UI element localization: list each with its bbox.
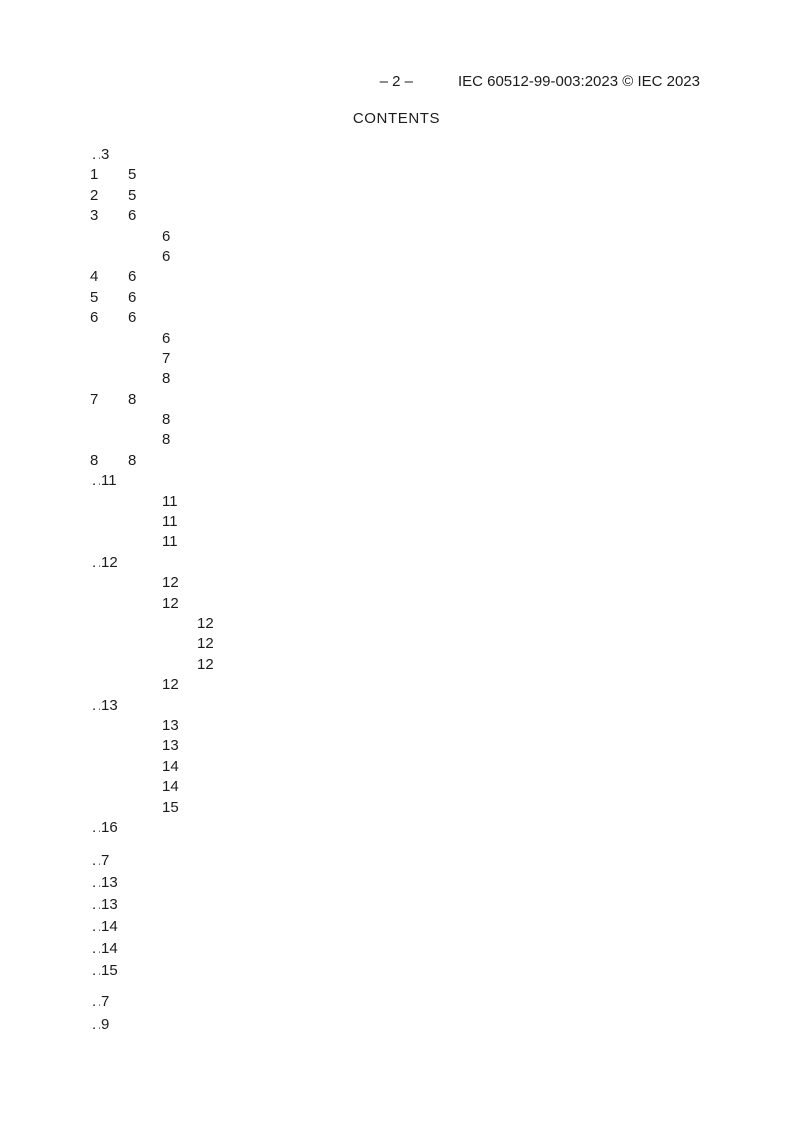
toc-entry: Annex C (informative) Development of the… xyxy=(90,695,793,1122)
toc-table-entry: Table 1 – Remote powering test requireme… xyxy=(90,990,793,1122)
toc-entry: Bibliography16 xyxy=(90,817,793,1122)
toc-entry: 1Scope5 xyxy=(90,165,793,1122)
toc-entry: 8Test and test schedule – Test group UEL… xyxy=(90,450,793,1122)
toc-entry: 7.2Flowing mixed gas corrosion8 xyxy=(90,430,793,1122)
dot-leader xyxy=(90,938,100,960)
dot-leader xyxy=(90,818,100,838)
toc-entry: 7.1Mechanical operations with electrical… xyxy=(90,410,793,1122)
entry-number: 1 xyxy=(90,166,99,184)
page-number: 9 xyxy=(100,1013,793,1122)
dot-leader xyxy=(90,471,100,491)
toc-figure-entry: Figure C.5 – Final schematic15 xyxy=(90,960,793,1122)
toc-entry: Annex A (informative) Test voltage and c… xyxy=(90,471,793,1122)
page-header: – 2 – IEC 60512-99-003:2023 © IEC 2023 xyxy=(90,72,700,92)
toc-entry: C.5Final schematic for unmating under lo… xyxy=(90,797,793,1122)
toc-entry: C.3Combination of the elements14 xyxy=(90,756,793,1122)
toc-figure-entry: Figure C.3 – Combination of the elements… xyxy=(90,916,793,1122)
toc-entry: FOREWORD3 xyxy=(90,145,793,1122)
entry-number: 2 xyxy=(90,186,99,204)
toc-figure-entry: Figure 1 – Test circuit diagram for one … xyxy=(90,850,793,1122)
dot-leader xyxy=(90,553,100,573)
contents-title: CONTENTS xyxy=(352,110,441,127)
entry-number: 3 xyxy=(90,207,99,225)
toc-entry: 7Test methods8 xyxy=(90,389,793,1122)
toc-table-list: Table 1 – Remote powering test requireme… xyxy=(90,990,793,1122)
entry-number: 8 xyxy=(90,451,99,469)
toc-entry: Annex B (informative) Discussion of the … xyxy=(90,552,793,1122)
toc-section-list: FOREWORD31Scope52Normative references53T… xyxy=(90,145,793,1122)
entry-number: 4 xyxy=(90,268,99,286)
toc-entry: 3.1Terms and definitions6 xyxy=(90,226,793,1122)
entry-number: 6 xyxy=(90,309,99,327)
toc-entry: A.1General11 xyxy=(90,491,793,1122)
toc-entry: 3Terms, definitions and acronyms6 xyxy=(90,206,793,1122)
toc-entry: 6.1General6 xyxy=(90,328,793,1122)
dot-leader xyxy=(90,894,100,916)
dot-leader xyxy=(90,1013,100,1036)
toc-entry: 4General6 xyxy=(90,267,793,1122)
entry-number: 7 xyxy=(90,390,99,408)
toc-figure-list: Figure 1 – Test circuit diagram for one … xyxy=(90,850,793,1122)
dot-leader xyxy=(90,696,100,716)
toc-entry: 3.2Acronyms6 xyxy=(90,246,793,1122)
dot-leader xyxy=(90,916,100,938)
document-reference: IEC 60512-99-003:2023 © IEC 2023 xyxy=(457,73,700,90)
toc-entry: 5Preparation of specimens6 xyxy=(90,287,793,1122)
page-number-marker: – 2 – xyxy=(379,73,414,90)
toc-entry: C.4Further adjustments14 xyxy=(90,777,793,1122)
toc-entry: 6.3Auxiliary equipment8 xyxy=(90,369,793,1122)
toc-entry: A.3Suggested setting instructions11 xyxy=(90,532,793,1122)
toc-entry: C.2Removal of the semiconductors13 xyxy=(90,736,793,1122)
toc-entry: C.1Model of the PSE and the PD13 xyxy=(90,715,793,1122)
toc-entry: 6Test circuit requirements6 xyxy=(90,308,793,1122)
toc-entry: A.2Rationale11 xyxy=(90,512,793,1122)
entry-number: 5 xyxy=(90,288,99,306)
toc-entry: 6.2Voltage and current7 xyxy=(90,348,793,1122)
toc-entry: 2Normative references5 xyxy=(90,185,793,1122)
toc-entry: B.1General12 xyxy=(90,573,793,1122)
dot-leader xyxy=(90,960,100,982)
toc-figure-entry: Figure C.2 – Removal of the semiconducto… xyxy=(90,894,793,1122)
dot-leader xyxy=(90,872,100,894)
toc-figure-entry: Figure C.4 – Removal of the capacitors a… xyxy=(90,938,793,1122)
dot-leader xyxy=(90,145,100,165)
toc-table-entry: Table 2 – Test group UEL 19 xyxy=(90,1013,793,1122)
toc-entry: B.2The test circuit elements12 xyxy=(90,593,793,1122)
toc-entry: B.3An example of calculating voltage and… xyxy=(90,675,793,1122)
dot-leader xyxy=(90,990,100,1013)
table-of-contents: FOREWORD31Scope52Normative references53T… xyxy=(90,145,793,1122)
dot-leader xyxy=(90,850,100,872)
toc-figure-entry: Figure C.1 – PSE and PD model13 xyxy=(90,872,793,1122)
